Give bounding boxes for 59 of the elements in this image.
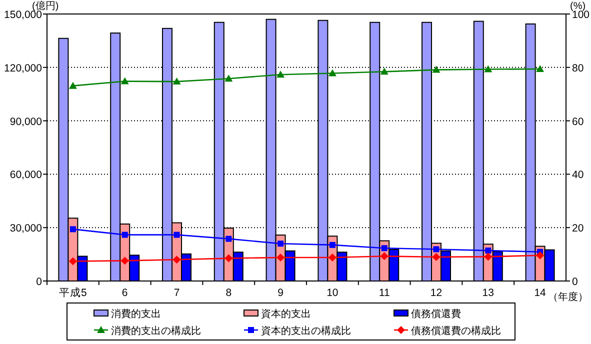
x-axis-title: （年度） <box>548 291 588 303</box>
point <box>122 232 128 238</box>
x-tick-label: 14 <box>534 287 546 299</box>
y-tick-label: 120,000 <box>4 62 42 74</box>
point <box>380 68 388 75</box>
point <box>70 226 76 232</box>
point <box>536 65 544 72</box>
x-tick-label: 6 <box>122 287 128 299</box>
x-tick-label: 平成5 <box>59 286 88 299</box>
x-tick-label: 9 <box>278 287 284 299</box>
y2-tick-label: 40 <box>572 169 584 182</box>
point <box>328 69 336 76</box>
point <box>329 242 336 248</box>
point <box>276 70 285 78</box>
point <box>380 252 388 260</box>
y2-tick-label: 20 <box>572 222 584 235</box>
y-tick-label: 0 <box>36 276 42 288</box>
legend-label: 消費的支出の構成比 <box>111 325 201 337</box>
x-tick-label: 11 <box>378 287 390 299</box>
point <box>328 254 336 262</box>
x-tick-label: 7 <box>174 287 180 299</box>
y-tick-label: 90,000 <box>10 116 42 128</box>
y2-tick-label: 80 <box>572 62 584 74</box>
point <box>381 245 388 252</box>
point <box>276 254 285 262</box>
y2-tick-label: 60 <box>572 116 584 128</box>
x-tick-label: 13 <box>482 287 494 299</box>
point <box>484 252 492 261</box>
legend-label: 資本的支出 <box>261 308 311 320</box>
point <box>432 66 440 73</box>
legend-label: 債務償還費の構成比 <box>411 325 501 337</box>
x-tick-label: 8 <box>226 287 232 299</box>
point <box>120 77 129 84</box>
point <box>226 236 232 242</box>
y2-axis-title: (%) <box>570 1 586 12</box>
point <box>485 248 492 254</box>
legend-label: 消費的支出 <box>111 308 161 320</box>
y-axis-title: (億円) <box>32 0 59 12</box>
x-tick-label: 12 <box>430 287 442 299</box>
y-tick-label: 150,000 <box>4 9 42 21</box>
point <box>68 257 77 266</box>
point <box>172 78 181 85</box>
legend-label: 資本的支出の構成比 <box>261 325 351 337</box>
point <box>172 256 181 264</box>
point <box>120 256 129 265</box>
point <box>278 240 284 247</box>
point <box>174 232 180 238</box>
x-tick-label: 10 <box>326 287 338 299</box>
point <box>433 246 440 252</box>
y-tick-label: 60,000 <box>10 169 42 182</box>
point <box>536 251 544 260</box>
point <box>224 74 233 82</box>
point <box>68 82 77 89</box>
point <box>432 252 440 261</box>
point <box>484 65 492 72</box>
y2-tick-label: 0 <box>572 276 578 288</box>
y-tick-label: 30,000 <box>10 222 42 235</box>
point <box>224 254 233 262</box>
legend-label: 債務償還費 <box>411 308 461 320</box>
